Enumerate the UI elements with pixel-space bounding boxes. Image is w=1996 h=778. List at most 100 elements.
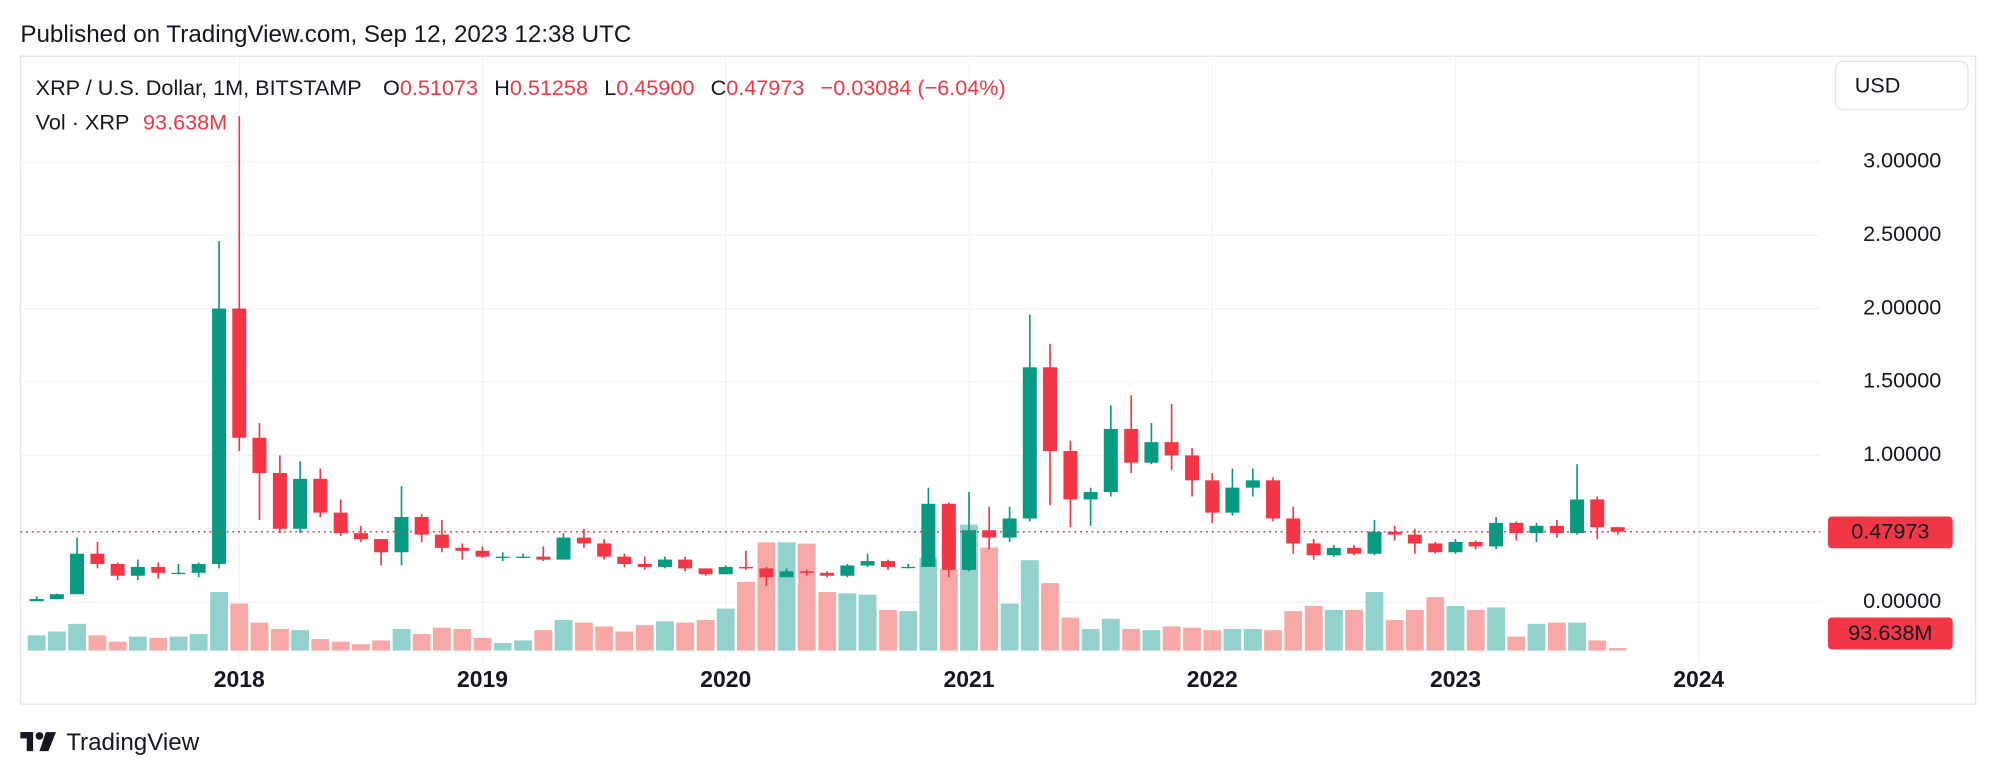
x-tick-label: 2020 (700, 666, 751, 692)
symbol: XRP / U.S. Dollar, 1M, BITSTAMP (36, 75, 362, 100)
axes: 20182019202020212022202320240.000000.500… (20, 148, 1953, 692)
volume-bar (1405, 609, 1424, 651)
volume-bar (716, 608, 735, 651)
candle-body (394, 517, 409, 553)
candle-body (536, 556, 551, 560)
volume-bar (1081, 628, 1100, 651)
y-tick-label: 2.00000 (1863, 294, 1941, 319)
candle-body (1063, 450, 1078, 500)
volume-bar (1284, 611, 1303, 651)
candle-body (901, 566, 916, 569)
y-tick-label: 3.00000 (1863, 148, 1941, 173)
volume-bar (534, 630, 553, 651)
volume-bar (1487, 607, 1506, 651)
volume-bar (899, 611, 918, 651)
candle-body (1326, 547, 1341, 556)
volume-bar (372, 640, 391, 651)
candle-body (1164, 442, 1179, 456)
candle-body (1266, 480, 1281, 519)
candle-body (1042, 367, 1057, 451)
y-tick-label: 1.00000 (1863, 441, 1941, 466)
last-volume-label: 93.638M (1848, 620, 1932, 645)
volume-bar (858, 594, 877, 651)
candle-body (516, 556, 531, 558)
volume-bar (1122, 628, 1141, 651)
volume-bar (1547, 622, 1566, 651)
low-label: L (604, 75, 616, 100)
volume-name: Vol · XRP (36, 109, 130, 134)
candle-body (232, 308, 247, 438)
volume-bar (108, 641, 127, 651)
candle-body (293, 478, 308, 529)
brand-logo (20, 732, 57, 752)
currency-button[interactable] (1834, 60, 1969, 111)
candle-body (1144, 442, 1159, 463)
candle-body (130, 566, 145, 576)
candle-body (353, 533, 368, 540)
candle-body (556, 537, 571, 560)
volume-bar (88, 635, 107, 651)
volume-bar (656, 621, 674, 651)
volume-bar (1466, 609, 1485, 651)
brand-name: TradingView (66, 729, 200, 756)
volume-bar (47, 631, 66, 651)
volume-bar (1264, 630, 1282, 651)
x-tick-label: 2022 (1187, 666, 1238, 692)
volume-bar (1041, 583, 1059, 651)
candle-body (678, 559, 693, 569)
candle-body (860, 561, 875, 566)
low-value: 0.45900 (616, 75, 694, 100)
candle-body (820, 572, 835, 576)
candle-body (698, 568, 713, 575)
volume-bar (331, 641, 350, 651)
candle-body (313, 478, 328, 513)
x-tick-label: 2018 (214, 666, 265, 692)
volume-bar (635, 625, 654, 651)
volume-bar (1000, 603, 1019, 651)
candle-body (1286, 518, 1301, 544)
candle-body (1468, 541, 1483, 547)
candle-body (718, 566, 733, 575)
volume-bar (1446, 606, 1465, 651)
volume-bar (777, 542, 796, 651)
volume-bar (737, 581, 755, 651)
volume-bar (493, 642, 512, 651)
volume-bar (351, 644, 370, 651)
candle-body (252, 437, 267, 473)
x-tick-label: 2021 (944, 666, 995, 692)
volume-bar (27, 635, 46, 651)
volume-bar (1608, 648, 1627, 651)
volume-bar (1243, 628, 1262, 651)
volume-bar (128, 636, 147, 651)
candle-body (921, 503, 936, 567)
volume-value: 93.638M (143, 109, 227, 134)
candle-body (1306, 543, 1321, 556)
candle-body (1570, 499, 1585, 534)
volume-bar (1426, 597, 1445, 651)
volume-bar (311, 639, 330, 651)
volume-bar (939, 569, 958, 651)
volume-bar (595, 626, 614, 651)
logo-shape (39, 732, 57, 752)
high-label: H (494, 75, 510, 100)
candle-body (576, 537, 591, 544)
candle-body (982, 530, 997, 538)
candle-body (1347, 547, 1362, 554)
volume-legend: Vol · XRP 93.638M (36, 109, 228, 134)
candle-body (1083, 492, 1098, 500)
volume-bar (696, 620, 715, 651)
volume-bar (797, 543, 816, 651)
candle-body (941, 503, 956, 570)
candle-body (495, 556, 510, 558)
volume-bar (676, 622, 695, 651)
volume-bar (1223, 628, 1242, 651)
volume-bar (1324, 609, 1343, 651)
legend-line: XRP / U.S. Dollar, 1M, BITSTAMP O0.51073… (36, 75, 1006, 100)
candle-body (1610, 527, 1625, 532)
candle-body (1124, 428, 1139, 463)
volume-bar (1101, 618, 1120, 651)
candle-body (799, 571, 814, 573)
open-label: O (383, 75, 400, 100)
volume-bar (270, 628, 289, 651)
